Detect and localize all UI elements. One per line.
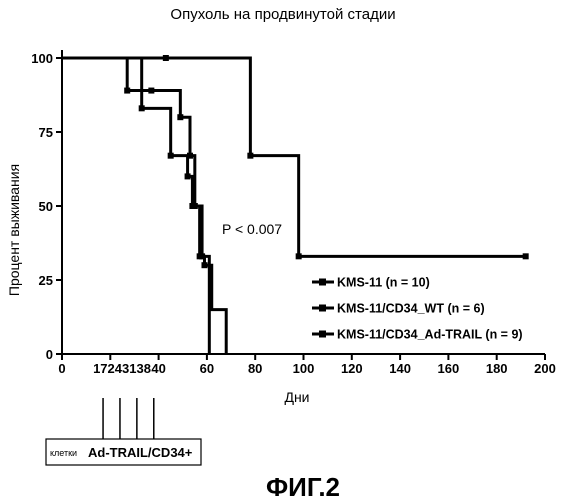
legend-marker: [319, 305, 326, 312]
series-point: [177, 114, 183, 120]
x-tick-label: 120: [341, 361, 363, 376]
series-point: [148, 88, 154, 94]
y-tick-label: 50: [39, 199, 53, 214]
x-tick-label: 200: [534, 361, 556, 376]
series-point: [192, 203, 198, 209]
injection-days-label: 17243138: [93, 361, 151, 376]
series-point: [139, 105, 145, 111]
series-point: [185, 173, 191, 179]
y-tick-label: 25: [39, 273, 53, 288]
series-line: [62, 58, 209, 354]
legend-marker: [319, 279, 326, 286]
series-point: [199, 253, 205, 259]
legend: KMS-11 (n = 10) KMS-11/CD34_WT (n = 6) KMS…: [312, 276, 523, 342]
x-axis-label: Дни: [284, 389, 309, 405]
series-point: [247, 153, 253, 159]
series-point: [296, 253, 302, 259]
series-point: [523, 253, 529, 259]
x-tick-label: 60: [200, 361, 214, 376]
legend-label: KMS-11/CD34_WT (n = 6): [337, 302, 485, 316]
injection-marker-group: клетки Ad-TRAIL/CD34+: [46, 398, 201, 465]
x-tick-label: 0: [58, 361, 65, 376]
series-point: [163, 55, 169, 61]
y-axis-label: Процент выживания: [6, 164, 22, 296]
series-point: [124, 88, 130, 94]
injection-box-label: Ad-TRAIL/CD34+: [88, 445, 193, 460]
p-value-annotation: P < 0.007: [222, 221, 282, 237]
x-tick-label: 140: [389, 361, 411, 376]
legend-marker: [319, 331, 326, 338]
legend-label: KMS-11 (n = 10): [337, 276, 430, 290]
series-point: [168, 153, 174, 159]
x-tick-label: 100: [293, 361, 315, 376]
chart-title: Опухоль на продвинутой стадии: [170, 6, 395, 23]
series-line: [62, 58, 526, 256]
legend-label: KMS-11/CD34_Ad-TRAIL (n = 9): [337, 328, 523, 342]
x-tick-label: 160: [438, 361, 460, 376]
x-tick-label: 80: [248, 361, 262, 376]
series-point: [187, 153, 193, 159]
y-tick-label: 75: [39, 125, 53, 140]
y-tick-label: 100: [31, 51, 53, 66]
injection-box-small-label: клетки: [50, 448, 77, 458]
x-tick-label: 40: [151, 361, 165, 376]
series-point: [201, 262, 207, 268]
y-tick-label: 0: [46, 347, 53, 362]
figure-label: ФИГ.2: [266, 472, 340, 500]
x-tick-label: 180: [486, 361, 508, 376]
